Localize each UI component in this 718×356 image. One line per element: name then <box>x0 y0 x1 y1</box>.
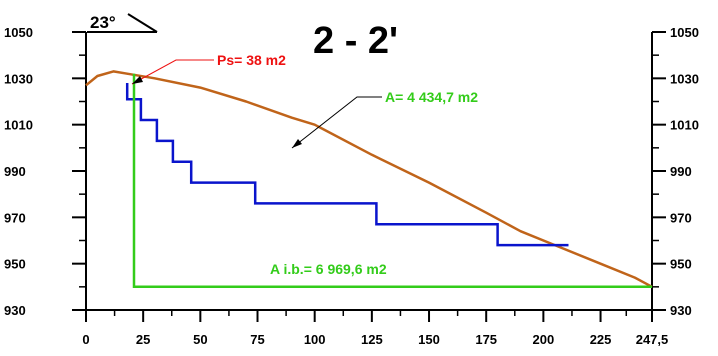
y-tick-label-right: 930 <box>670 303 692 318</box>
y-tick-label-left: 1050 <box>4 25 33 40</box>
benches-line <box>125 83 569 247</box>
a-leader-line <box>291 96 382 149</box>
text-layer: 930 930 950 950 970 970 990 990 1010 1010 1030 1030… <box>4 13 699 347</box>
ps-arrowhead <box>132 76 143 84</box>
y-tick-label-right: 1010 <box>670 118 699 133</box>
y-tick-label-left: 990 <box>4 164 26 179</box>
angle-label: 23° <box>90 13 116 32</box>
area-label: A= 4 434,7 m2 <box>385 89 478 105</box>
angle-slope-line <box>127 13 158 33</box>
x-tick-label: 125 <box>361 332 383 347</box>
tick-layer <box>72 31 666 322</box>
x-tick-label: 25 <box>136 332 150 347</box>
x-tick-label: 50 <box>193 332 207 347</box>
y-tick-label-left: 930 <box>4 303 26 318</box>
section-title: 2 - 2' <box>313 20 398 62</box>
y-tick-label-right: 990 <box>670 164 692 179</box>
x-tick-label: 150 <box>418 332 440 347</box>
x-tick-label: 175 <box>475 332 497 347</box>
y-tick-label-right: 1050 <box>670 25 699 40</box>
x-tick-label: 200 <box>533 332 555 347</box>
y-tick-label-left: 970 <box>4 210 26 225</box>
y-tick-label-left: 950 <box>4 257 26 272</box>
x-tick-label: 247,5 <box>636 332 669 347</box>
series-layer <box>85 70 653 289</box>
y-tick-label-right: 1030 <box>670 71 699 86</box>
a-arrowhead <box>292 139 302 148</box>
x-tick-label: 100 <box>304 332 326 347</box>
boundary-line <box>132 73 652 289</box>
x-tick-label: 225 <box>590 332 612 347</box>
terrain-line <box>85 70 653 288</box>
x-tick-label: 0 <box>82 332 89 347</box>
ps-label: Ps= 38 m2 <box>217 52 286 68</box>
aib-label: A i.b.= 6 969,6 m2 <box>270 261 387 277</box>
ps-leader-line <box>131 59 214 85</box>
y-tick-label-left: 1030 <box>4 71 33 86</box>
y-tick-label-right: 970 <box>670 210 692 225</box>
annotation-layer <box>87 13 382 149</box>
y-tick-label-left: 1010 <box>4 118 33 133</box>
x-tick-label: 75 <box>250 332 264 347</box>
y-tick-label-right: 950 <box>670 257 692 272</box>
